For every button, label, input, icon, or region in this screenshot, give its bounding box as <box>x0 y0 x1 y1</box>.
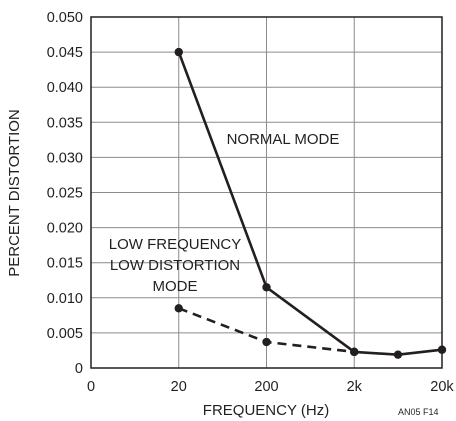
y-tick-labels: 0 0.005 0.010 0.015 0.020 0.025 0.030 0.035 0.04… <box>47 10 83 377</box>
low-mode-label-line2: LOW DISTORTION <box>110 257 240 274</box>
figure-code: AN05 F14 <box>398 407 439 417</box>
data-point <box>350 347 359 357</box>
data-point <box>174 304 183 313</box>
x-tick-label: 20k <box>430 379 454 395</box>
y-tick-label: 0.005 <box>47 326 83 342</box>
x-tick-labels: 0 20 200 2k 20k <box>87 379 454 395</box>
low-mode-label-line1: LOW FREQUENCY <box>109 236 242 253</box>
x-tick-label: 20 <box>171 379 187 395</box>
y-tick-label: 0 <box>75 361 83 377</box>
data-point <box>262 337 271 347</box>
data-point <box>393 350 403 359</box>
y-tick-label: 0.010 <box>47 291 83 307</box>
y-tick-label: 0.040 <box>47 80 83 96</box>
data-point <box>262 283 271 292</box>
data-point <box>437 345 447 354</box>
y-tick-label: 0.045 <box>47 45 83 61</box>
x-tick-label: 0 <box>87 379 95 395</box>
y-tick-label: 0.030 <box>47 150 83 166</box>
normal-mode-label: NORMAL MODE <box>227 131 340 148</box>
plot-frame <box>90 16 443 369</box>
x-tick-label: 200 <box>254 379 278 395</box>
data-point <box>174 47 183 57</box>
series-layer <box>174 47 447 359</box>
y-tick-label: 0.015 <box>47 256 83 272</box>
low-mode-label-line3: MODE <box>153 278 198 295</box>
grid <box>91 17 442 368</box>
y-tick-label: 0.050 <box>47 10 83 26</box>
y-tick-label: 0.025 <box>47 186 83 202</box>
x-axis-title: FREQUENCY (Hz) <box>203 402 329 419</box>
y-tick-label: 0.020 <box>47 221 83 237</box>
y-tick-label: 0.035 <box>47 115 83 131</box>
x-tick-label: 2k <box>347 379 363 395</box>
normal-mode-line <box>177 51 443 357</box>
y-axis-title: PERCENT DISTORTION <box>6 109 23 277</box>
